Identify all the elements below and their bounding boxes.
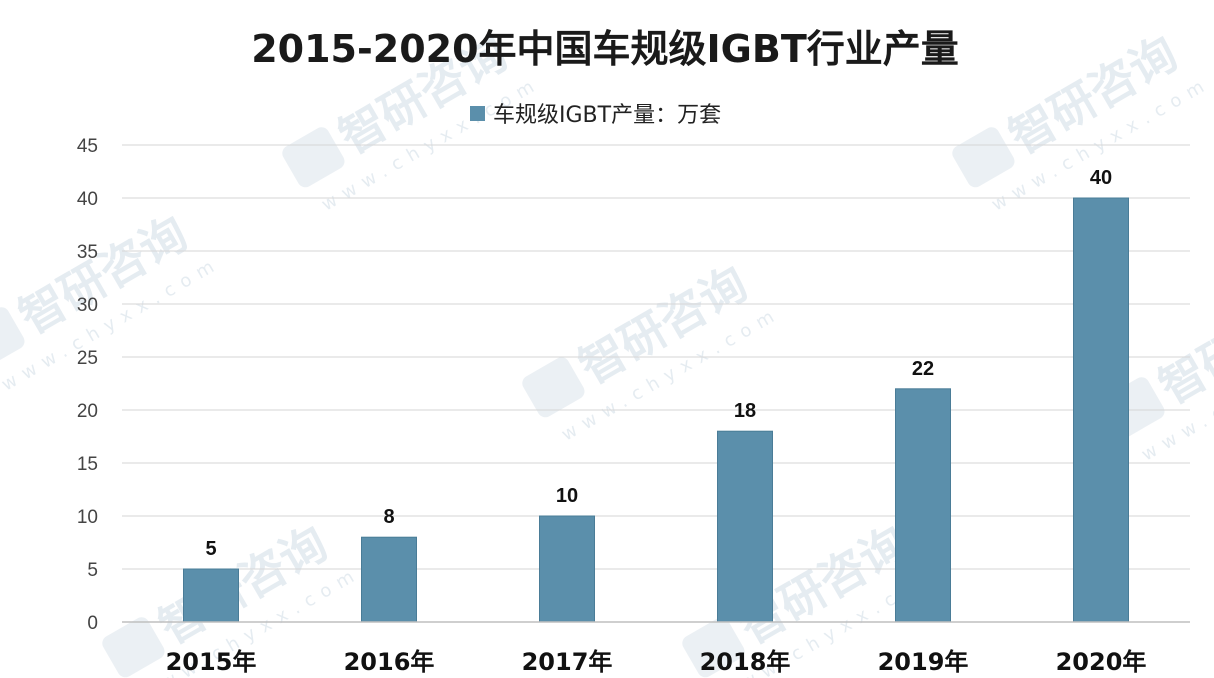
- legend-label: 车规级IGBT产量：万套: [493, 103, 721, 128]
- legend-swatch: [470, 106, 485, 121]
- watermark-logo-icon: [952, 127, 1015, 188]
- bar: [717, 430, 773, 623]
- y-tick-label: 40: [77, 189, 98, 210]
- x-tick-label: 2016年: [344, 648, 435, 676]
- y-tick-label: 35: [77, 242, 98, 263]
- x-axis-ticks: 2015年 2016年 2017年 2018年 2019年 2020年: [166, 648, 1147, 676]
- y-tick-label: 15: [77, 454, 98, 475]
- watermark-brand: 智研咨询: [1150, 276, 1214, 415]
- y-tick-label: 45: [77, 136, 98, 157]
- y-tick-label: 25: [77, 348, 98, 369]
- y-tick-label: 30: [77, 295, 98, 316]
- bar: [183, 568, 239, 623]
- x-tick-label: 2019年: [878, 648, 969, 676]
- bar: [895, 388, 951, 623]
- watermark-logo-icon: [0, 307, 25, 368]
- bar: [539, 515, 595, 623]
- legend: 车规级IGBT产量：万套: [470, 103, 721, 128]
- watermark-logo-icon: [282, 127, 345, 188]
- y-tick-label: 5: [87, 560, 98, 581]
- watermark-logo-icon: [102, 617, 165, 678]
- data-label: 18: [734, 400, 756, 422]
- data-label: 10: [556, 485, 578, 507]
- x-tick-label: 2020年: [1056, 648, 1147, 676]
- data-label: 40: [1090, 167, 1112, 189]
- data-label: 8: [383, 506, 394, 528]
- data-labels: 5 8 10 18 22 40: [205, 167, 1112, 560]
- x-tick-label: 2017年: [522, 648, 613, 676]
- bar: [1073, 197, 1129, 623]
- bar: [361, 536, 417, 623]
- x-tick-label: 2018年: [700, 648, 791, 676]
- watermark-logo-icon: [682, 617, 745, 678]
- gridlines: [122, 144, 1190, 570]
- data-label: 5: [205, 538, 216, 560]
- data-label: 22: [912, 358, 934, 380]
- y-axis-ticks: 0 5 10 15 20 25 30 35 40 45: [77, 136, 98, 634]
- chart-title: 2015-2020年中国车规级IGBT行业产量: [251, 27, 959, 71]
- x-tick-label: 2015年: [166, 648, 257, 676]
- y-tick-label: 0: [87, 613, 98, 634]
- y-tick-label: 10: [77, 507, 98, 528]
- watermark-logo-icon: [522, 357, 585, 418]
- y-tick-label: 20: [77, 401, 98, 422]
